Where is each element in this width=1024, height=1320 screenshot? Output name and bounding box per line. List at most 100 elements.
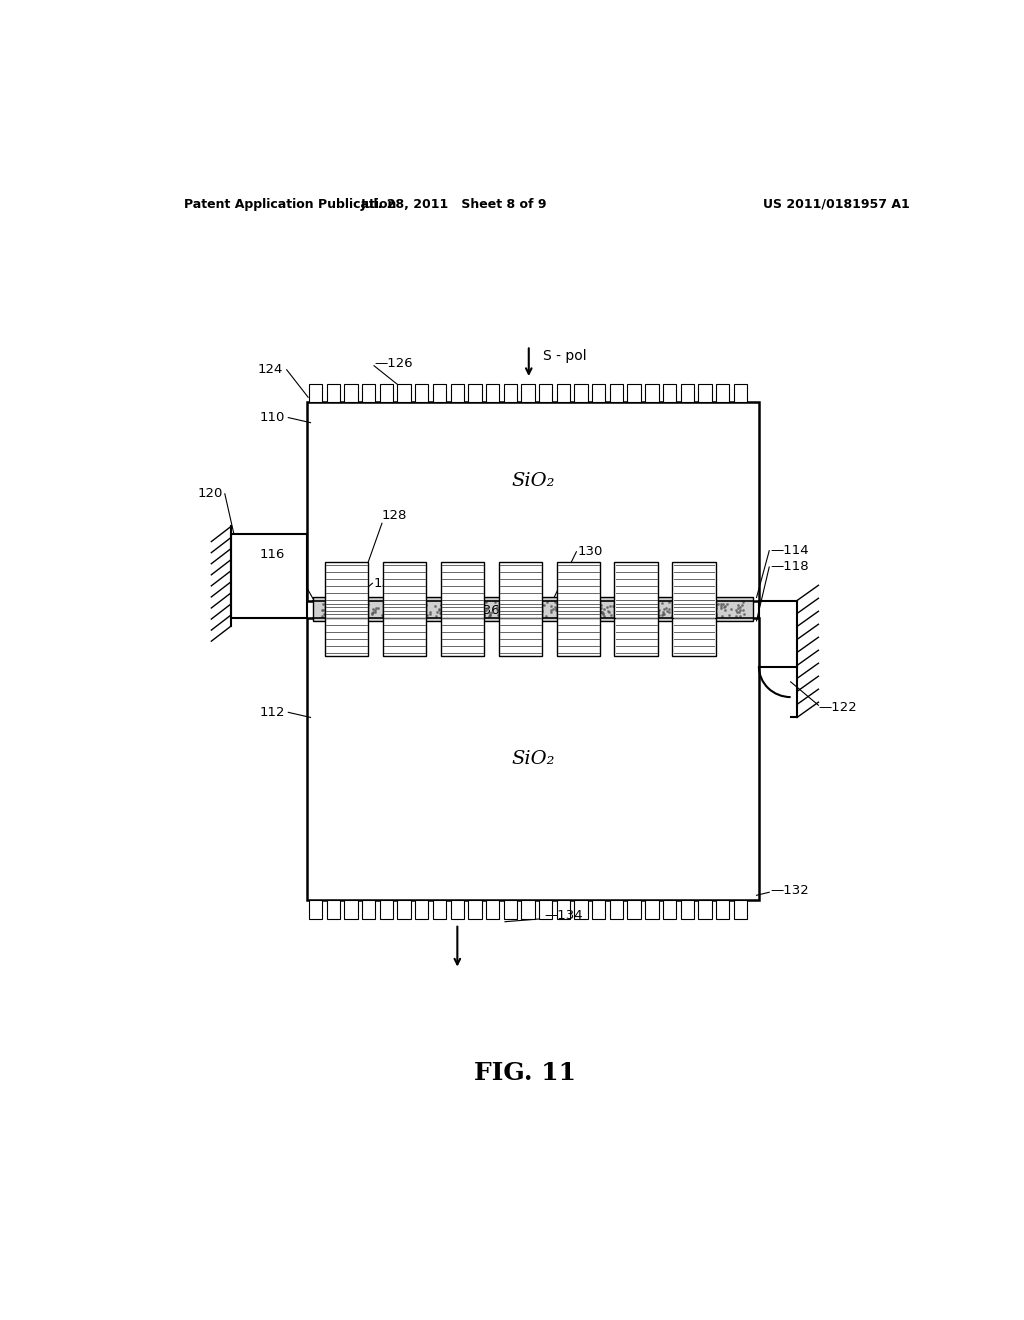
Bar xyxy=(557,900,570,919)
Point xyxy=(466,597,482,618)
Point xyxy=(587,593,603,614)
Text: Jul. 28, 2011   Sheet 8 of 9: Jul. 28, 2011 Sheet 8 of 9 xyxy=(360,198,547,211)
Point xyxy=(347,603,364,624)
Point xyxy=(417,599,433,620)
Point xyxy=(595,602,611,623)
Point xyxy=(662,602,678,623)
Point xyxy=(695,595,712,616)
Point xyxy=(490,599,507,620)
Text: 138: 138 xyxy=(374,577,399,590)
Bar xyxy=(309,384,323,403)
Bar xyxy=(733,900,748,919)
Point xyxy=(454,602,470,623)
Bar xyxy=(468,900,481,919)
Point xyxy=(324,593,340,614)
Point xyxy=(437,602,454,623)
Point xyxy=(677,605,693,626)
Point xyxy=(455,602,471,623)
Point xyxy=(686,597,702,618)
Point xyxy=(637,595,653,616)
Point xyxy=(703,606,720,627)
Point xyxy=(607,599,624,620)
Point xyxy=(351,595,368,616)
Point xyxy=(439,594,456,615)
Point xyxy=(620,599,636,620)
Point xyxy=(698,598,715,619)
Point xyxy=(499,601,515,622)
Point xyxy=(717,599,733,620)
Point xyxy=(335,606,351,627)
Point xyxy=(579,599,595,620)
Text: —136: —136 xyxy=(461,605,500,618)
Point xyxy=(582,602,598,623)
Point xyxy=(481,606,498,627)
Point xyxy=(481,605,498,626)
Point xyxy=(385,595,401,616)
Bar xyxy=(433,384,446,403)
Point xyxy=(500,605,516,626)
Point xyxy=(383,599,399,620)
Bar xyxy=(499,601,543,656)
Point xyxy=(521,599,538,620)
Point xyxy=(450,601,466,622)
Bar xyxy=(383,562,426,618)
Bar xyxy=(733,384,748,403)
Point xyxy=(366,601,382,622)
Point xyxy=(705,601,721,622)
Bar xyxy=(539,384,552,403)
Bar xyxy=(306,618,759,900)
Point xyxy=(674,603,690,624)
Point xyxy=(351,599,368,620)
Bar xyxy=(698,384,712,403)
Point xyxy=(654,605,671,626)
Point xyxy=(532,593,549,614)
Point xyxy=(728,605,744,626)
Text: —126: —126 xyxy=(374,358,413,370)
Text: —132: —132 xyxy=(771,883,810,896)
Bar xyxy=(614,601,658,656)
Point xyxy=(517,593,534,614)
Point xyxy=(438,597,455,618)
Point xyxy=(442,595,459,616)
Point xyxy=(402,594,419,615)
Point xyxy=(493,591,509,612)
Point xyxy=(525,594,542,615)
Point xyxy=(697,594,714,615)
Bar xyxy=(499,562,543,618)
Point xyxy=(400,594,417,615)
Point xyxy=(416,597,432,618)
Point xyxy=(734,599,751,620)
Point xyxy=(457,599,473,620)
Point xyxy=(651,599,668,620)
Point xyxy=(422,601,438,622)
Point xyxy=(554,597,570,618)
Bar xyxy=(614,562,658,618)
Point xyxy=(595,603,611,624)
Text: 116: 116 xyxy=(260,548,285,561)
Point xyxy=(445,595,462,616)
Text: US 2011/0181957 A1: US 2011/0181957 A1 xyxy=(763,198,909,211)
Point xyxy=(479,597,496,618)
Point xyxy=(729,601,745,622)
Bar xyxy=(440,562,484,618)
Point xyxy=(559,601,575,622)
Point xyxy=(642,598,658,619)
Point xyxy=(710,594,726,615)
Point xyxy=(416,603,432,624)
Point xyxy=(381,602,397,623)
Point xyxy=(315,599,332,620)
Point xyxy=(431,603,447,624)
Point xyxy=(329,591,345,612)
Point xyxy=(680,602,696,623)
Point xyxy=(431,599,447,620)
Bar xyxy=(557,562,600,618)
Point xyxy=(473,601,489,622)
Point xyxy=(636,593,652,614)
Text: 130: 130 xyxy=(578,545,603,558)
Point xyxy=(616,606,633,627)
Point xyxy=(535,601,551,622)
Point xyxy=(499,599,515,620)
Point xyxy=(495,593,511,614)
Bar xyxy=(521,900,535,919)
Point xyxy=(687,595,703,616)
